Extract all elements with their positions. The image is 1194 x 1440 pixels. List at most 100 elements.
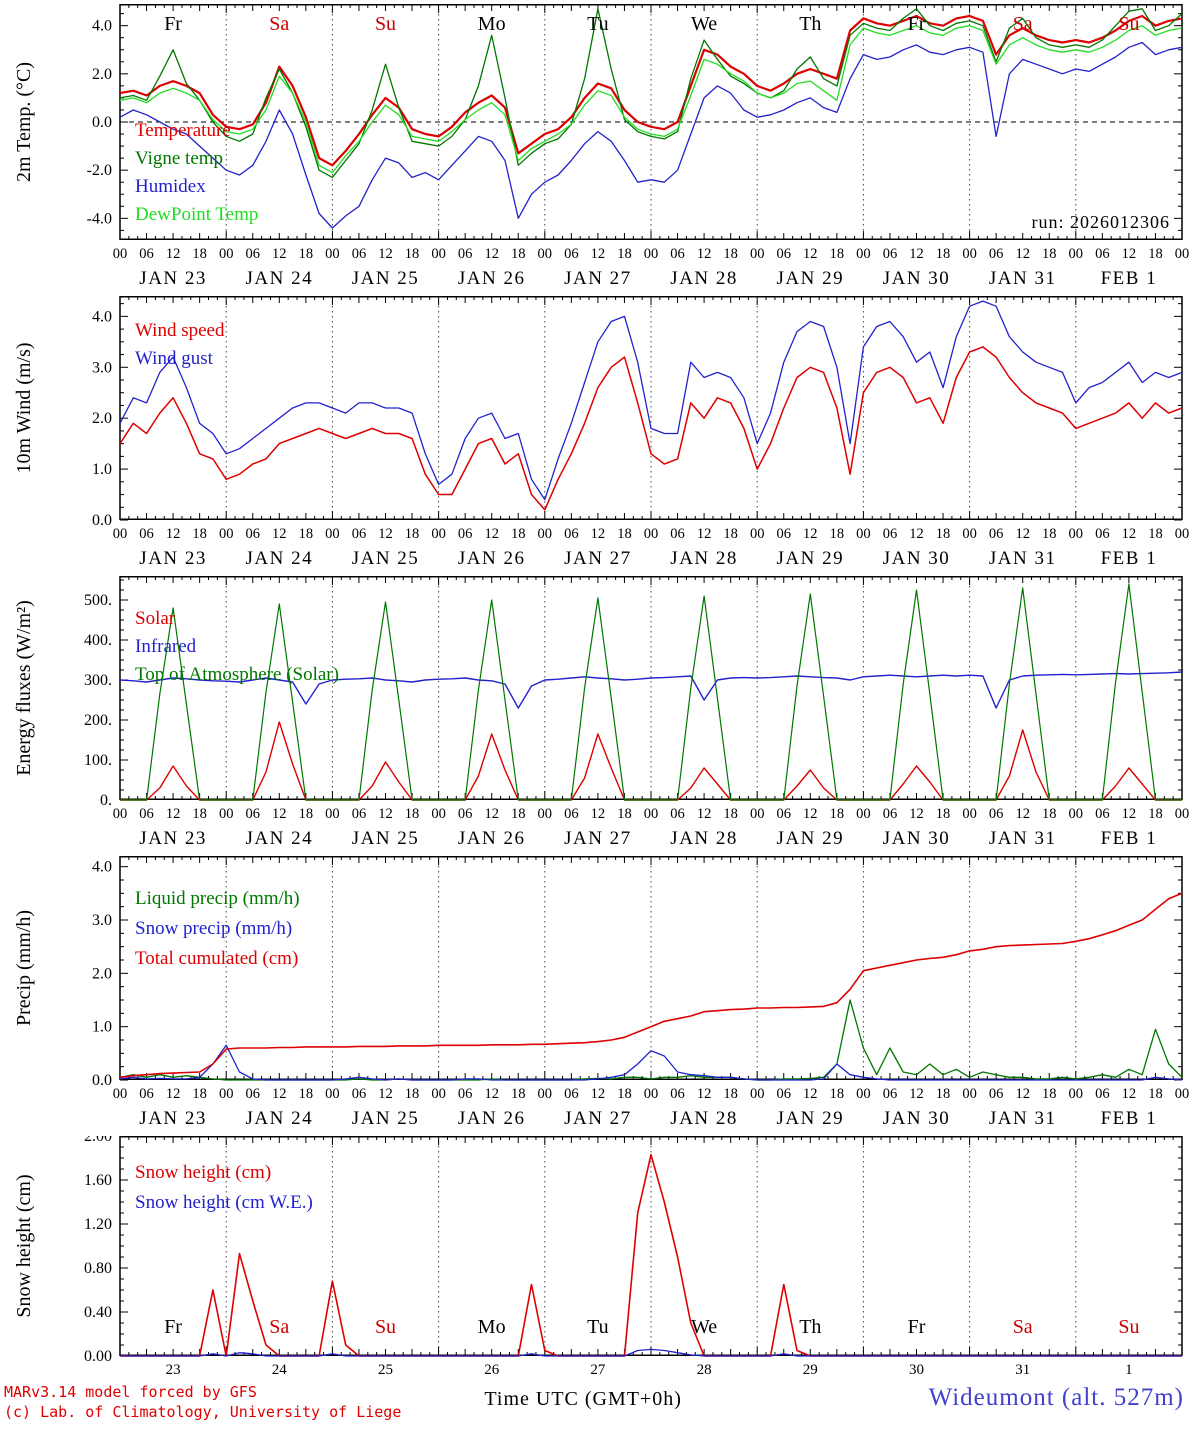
y-tick-label: 0. (100, 792, 112, 809)
day-name-label: Sa (269, 1316, 289, 1338)
x-hour-label: 06 (989, 526, 1004, 542)
x-date-label: JAN 23 (139, 268, 207, 289)
y-axis-title-energy-fluxes: Energy fluxes (W/m²) (13, 600, 35, 776)
x-hour-label: 12 (1122, 806, 1137, 822)
y-tick-label: 1.60 (84, 1172, 112, 1189)
x-hour-label: 12 (591, 1086, 606, 1102)
y-tick-label: 4.0 (92, 308, 112, 325)
x-hour-label: 18 (192, 806, 207, 822)
x-hour-label: 18 (936, 526, 951, 542)
x-hour-label: 12 (591, 806, 606, 822)
x-hour-label: 06 (352, 806, 367, 822)
x-day-number: 27 (590, 1362, 606, 1378)
x-date-label: JAN 27 (564, 1108, 632, 1129)
x-date-label: JAN 25 (352, 828, 420, 849)
x-hour-label: 00 (856, 806, 871, 822)
x-date-label: JAN 31 (989, 828, 1057, 849)
x-hour-label: 06 (1095, 1086, 1110, 1102)
legend-item-vigne-temp: Vigne temp (135, 148, 223, 169)
x-hour-label: 12 (272, 526, 287, 542)
x-date-label: JAN 26 (458, 1108, 526, 1129)
x-hour-label: 00 (538, 246, 553, 262)
x-hour-label: 18 (830, 246, 845, 262)
x-hour-label: 18 (405, 526, 420, 542)
legend-item-humidex: Humidex (135, 176, 206, 197)
model-credit: MARv3.14 model forced by GFS (c) Lab. of… (4, 1382, 401, 1422)
x-hour-label: 06 (246, 246, 261, 262)
x-day-number: 23 (166, 1362, 181, 1378)
x-hour-label: 00 (962, 806, 977, 822)
x-hour-label: 12 (1015, 806, 1030, 822)
x-hour-label: 12 (803, 246, 818, 262)
x-hour-label: 00 (325, 526, 340, 542)
x-hour-label: 18 (1148, 1086, 1163, 1102)
x-hour-label: 18 (617, 1086, 632, 1102)
energy-fluxes-top-of-atmosphere-solar-line (120, 583, 1182, 801)
legend-item-infrared: Infrared (135, 636, 197, 657)
snow-height-chart: 0.00 0.40 0.80 1.20 1.60 2.00 Snow height (cm)… (13, 1136, 1183, 1378)
day-name-label: Mo (478, 13, 506, 35)
y-tick-label: 3.0 (92, 359, 112, 376)
x-date-label: JAN 23 (139, 548, 207, 569)
y-tick-label: 2.00 (84, 1136, 112, 1145)
day-name-label: Fr (908, 1316, 926, 1338)
legend-item-temperature: Temperature (135, 120, 231, 141)
x-hour-label: 00 (325, 1086, 340, 1102)
x-hour-label: 12 (591, 246, 606, 262)
x-hour-label: 06 (352, 526, 367, 542)
x-day-number: 31 (1015, 1362, 1030, 1378)
day-name-label: Th (799, 13, 821, 35)
y-tick-label: 200. (84, 712, 112, 729)
x-date-label: FEB 1 (1101, 268, 1158, 289)
energy-fluxes-chart: 0. 100. 200. 300. 400. 500. Solar Infrared Top o… (13, 576, 1189, 849)
x-hour-label: 06 (989, 806, 1004, 822)
x-date-label: FEB 1 (1101, 828, 1158, 849)
x-hour-label: 12 (272, 806, 287, 822)
x-hour-label: 12 (803, 1086, 818, 1102)
x-hour-label: 00 (325, 806, 340, 822)
x-hour-label: 00 (113, 246, 128, 262)
x-hour-label: 00 (856, 246, 871, 262)
x-hour-label: 18 (830, 526, 845, 542)
x-hour-label: 12 (484, 526, 499, 542)
x-hour-label: 12 (1015, 526, 1030, 542)
x-hour-label: 12 (697, 806, 712, 822)
x-hour-label: 06 (246, 806, 261, 822)
x-hour-label: 12 (272, 246, 287, 262)
x-hour-label: 12 (909, 1086, 924, 1102)
x-date-label: JAN 31 (989, 1108, 1057, 1129)
x-hour-label: 00 (1069, 1086, 1084, 1102)
y-tick-label: 2.0 (92, 965, 112, 982)
x-hour-label: 18 (405, 246, 420, 262)
day-name-label: We (691, 13, 717, 35)
x-hour-label: 06 (777, 1086, 792, 1102)
x-hour-label: 18 (1148, 526, 1163, 542)
y-tick-label: 0.0 (92, 512, 112, 529)
legend-item-dewpoint-temp: DewPoint Temp (135, 204, 258, 225)
x-hour-label: 06 (1095, 526, 1110, 542)
y-tick-label: 400. (84, 632, 112, 649)
x-hour-label: 06 (670, 1086, 685, 1102)
x-hour-label: 18 (723, 246, 738, 262)
x-hour-label: 06 (777, 526, 792, 542)
x-date-label: JAN 28 (670, 828, 738, 849)
x-hour-label: 18 (299, 246, 314, 262)
x-hour-label: 12 (697, 1086, 712, 1102)
x-hour-label: 06 (139, 526, 154, 542)
x-date-label: JAN 30 (883, 828, 951, 849)
x-date-label: JAN 25 (352, 548, 420, 569)
x-hour-label: 06 (139, 1086, 154, 1102)
x-hour-label: 06 (139, 806, 154, 822)
x-date-label: JAN 30 (883, 1108, 951, 1129)
x-hour-label: 06 (458, 526, 473, 542)
x-hour-label: 06 (564, 246, 579, 262)
x-hour-label: 00 (325, 246, 340, 262)
x-hour-label: 00 (1175, 246, 1190, 262)
x-date-label: JAN 30 (883, 268, 951, 289)
day-name-label: Su (1118, 13, 1139, 35)
y-axis-title-precip: Precip (mm/h) (13, 910, 35, 1026)
x-hour-label: 18 (617, 246, 632, 262)
day-name-label: Tu (587, 1316, 609, 1338)
x-hour-label: 12 (1122, 1086, 1137, 1102)
x-hour-label: 00 (538, 1086, 553, 1102)
